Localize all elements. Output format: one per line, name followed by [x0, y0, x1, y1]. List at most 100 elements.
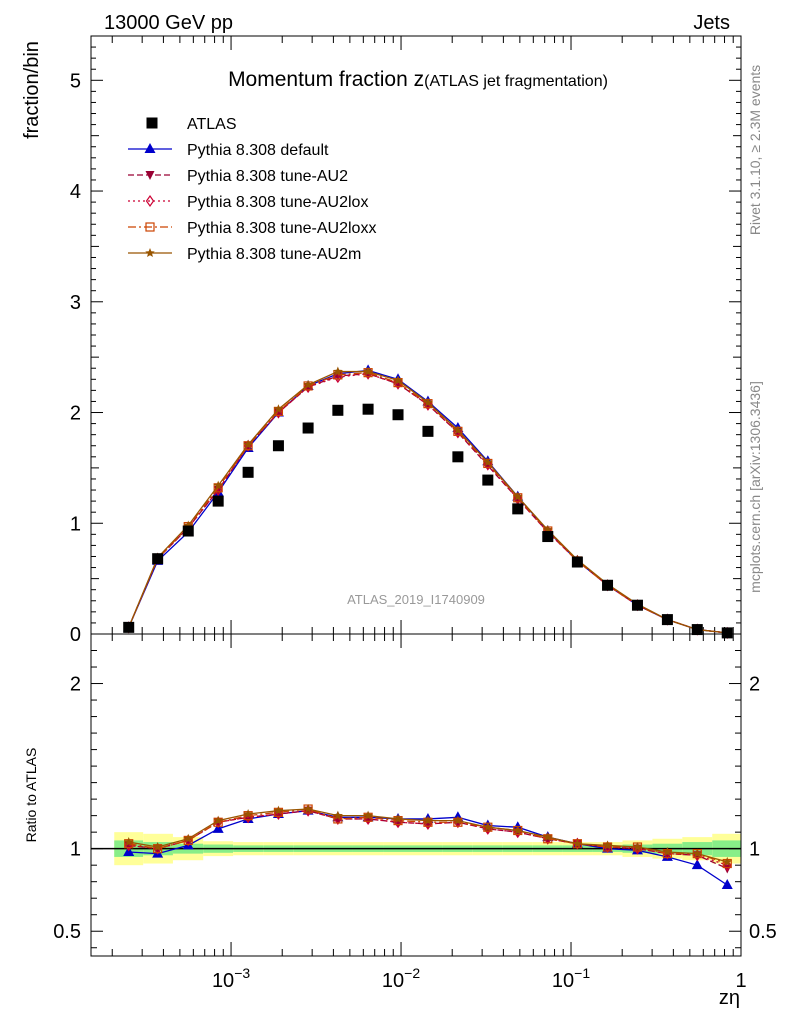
atlas-data-point — [721, 627, 733, 639]
series-point-main — [273, 404, 284, 414]
legend-marker — [145, 194, 155, 208]
x-tick-label: 1 — [735, 970, 746, 992]
atlas-data-point — [452, 451, 464, 463]
series-point-ratio — [303, 804, 313, 814]
series-point-ratio — [722, 856, 732, 866]
rivet-version-label: Rivet 3.1.10, ≥ 2.3M events — [747, 65, 763, 235]
legend-marker — [146, 117, 158, 129]
legend-marker — [145, 248, 155, 258]
series-point-ratio — [721, 878, 733, 889]
title-sub: (ATLAS jet fragmentation) — [424, 73, 608, 90]
series-pythia-8-308-default — [123, 364, 733, 889]
atlas-data-point — [631, 599, 643, 611]
header-right: Jets — [693, 12, 730, 34]
series-point-main — [453, 426, 463, 439]
main-y-tick-label: 5 — [70, 70, 81, 92]
x-tick-label: 10−2 — [382, 965, 420, 992]
mcplots-credit-label: mcplots.cern.ch [arXiv:1306.3436] — [747, 381, 763, 593]
series-pythia-8-308-tune-au2 — [124, 369, 732, 874]
x-tick-label: 10−3 — [212, 965, 250, 992]
series-point-main — [183, 520, 194, 530]
series-point-main — [423, 397, 433, 407]
series-point-ratio — [692, 848, 703, 858]
ratio-y-tick-label: 1 — [70, 839, 81, 861]
legend-marker — [145, 171, 155, 180]
series-point-main — [363, 366, 373, 376]
legend-marker — [144, 143, 156, 153]
series-point-ratio — [423, 815, 433, 825]
series-point-ratio — [152, 842, 163, 852]
atlas-data-point — [571, 556, 583, 568]
main-y-tick-label: 3 — [70, 292, 81, 314]
main-y-tick-label: 4 — [70, 181, 81, 203]
header-left: 13000 GeV pp — [104, 12, 233, 34]
legend-entry-label: Pythia 8.308 tune-AU2lox — [187, 194, 368, 211]
ratio-y-tick-label: 0.5 — [53, 921, 81, 943]
series-point-ratio — [274, 807, 283, 821]
atlas-data-point — [691, 624, 703, 636]
series-point-ratio — [572, 838, 583, 848]
atlas-data-point — [392, 409, 404, 421]
series-point-main — [333, 366, 343, 376]
analysis-watermark: ATLAS_2019_I1740909 — [347, 592, 485, 607]
atlas-data-point — [512, 503, 524, 515]
series-point-ratio — [602, 840, 613, 850]
series-point-main — [512, 491, 523, 501]
series-point-ratio — [333, 810, 343, 820]
atlas-data-point — [123, 621, 135, 633]
legend-entry-label: ATLAS — [187, 116, 237, 133]
series-point-ratio — [243, 808, 253, 819]
series-pythia-8-308-tune-au2loxx — [124, 368, 732, 869]
legend-entry-label: Pythia 8.308 tune-AU2m — [187, 246, 361, 263]
series-point-main — [423, 398, 433, 411]
series-point-main — [303, 379, 313, 389]
legend-entry-label: Pythia 8.308 tune-AU2 — [187, 168, 348, 185]
series-point-ratio — [333, 812, 343, 825]
legend: ATLAS Pythia 8.308 default Pythia 8.308 tu… — [128, 116, 376, 263]
series-point-ratio — [363, 810, 373, 820]
series-point-ratio — [183, 833, 194, 843]
ratio-y-tick-label-right: 2 — [749, 674, 760, 696]
series-point-ratio — [662, 846, 673, 857]
series-point-ratio — [393, 813, 403, 823]
atlas-data-point — [212, 495, 224, 507]
atlas-data-point — [182, 525, 194, 537]
series-atlas — [123, 403, 733, 639]
main-y-axis-label: fraction/bin — [21, 41, 43, 139]
atlas-data-point — [482, 474, 494, 486]
x-tick-label: 10−1 — [552, 965, 590, 992]
series-point-ratio — [483, 822, 493, 832]
ratio-plot-frame — [90, 633, 742, 957]
atlas-data-point — [602, 579, 614, 591]
series-point-main — [333, 371, 343, 384]
main-y-tick-label: 2 — [70, 403, 81, 425]
series-point-main — [543, 524, 553, 534]
legend-entry-label: Pythia 8.308 tune-AU2loxx — [187, 220, 376, 237]
series-pythia-8-308-tune-au2lox — [124, 367, 732, 872]
series-point-ratio — [632, 842, 643, 852]
atlas-data-point — [332, 404, 344, 416]
series-point-ratio — [691, 859, 703, 870]
series-point-main — [243, 439, 253, 449]
chart-title: Momentum fraction z(ATLAS jet fragmentat… — [228, 68, 608, 91]
atlas-data-point — [152, 553, 164, 565]
series-point-ratio — [512, 825, 523, 835]
ratio-y-tick-label: 2 — [70, 674, 81, 696]
series-point-main — [393, 375, 403, 385]
ratio-y-axis-label: Ratio to ATLAS — [23, 748, 39, 843]
atlas-data-point — [362, 403, 374, 415]
axis-ticks: 0 1 2 3 4 5 0.5 0.5 1 1 2 2 10−3 10−2 10−1 1 — [53, 35, 777, 992]
atlas-data-point — [422, 425, 434, 437]
series-point-main — [213, 480, 223, 490]
series-point-main — [483, 458, 493, 471]
main-y-tick-label: 0 — [70, 624, 81, 646]
ratio-y-tick-label-right: 1 — [749, 839, 760, 861]
series-pythia-8-308-tune-au2m — [123, 366, 732, 866]
series-layer — [123, 364, 733, 889]
title-main: Momentum fraction z — [228, 68, 424, 91]
main-y-tick-label: 1 — [70, 513, 81, 535]
series-point-ratio — [213, 815, 223, 825]
series-point-ratio — [543, 832, 553, 842]
series-line-ratio — [128, 810, 728, 866]
